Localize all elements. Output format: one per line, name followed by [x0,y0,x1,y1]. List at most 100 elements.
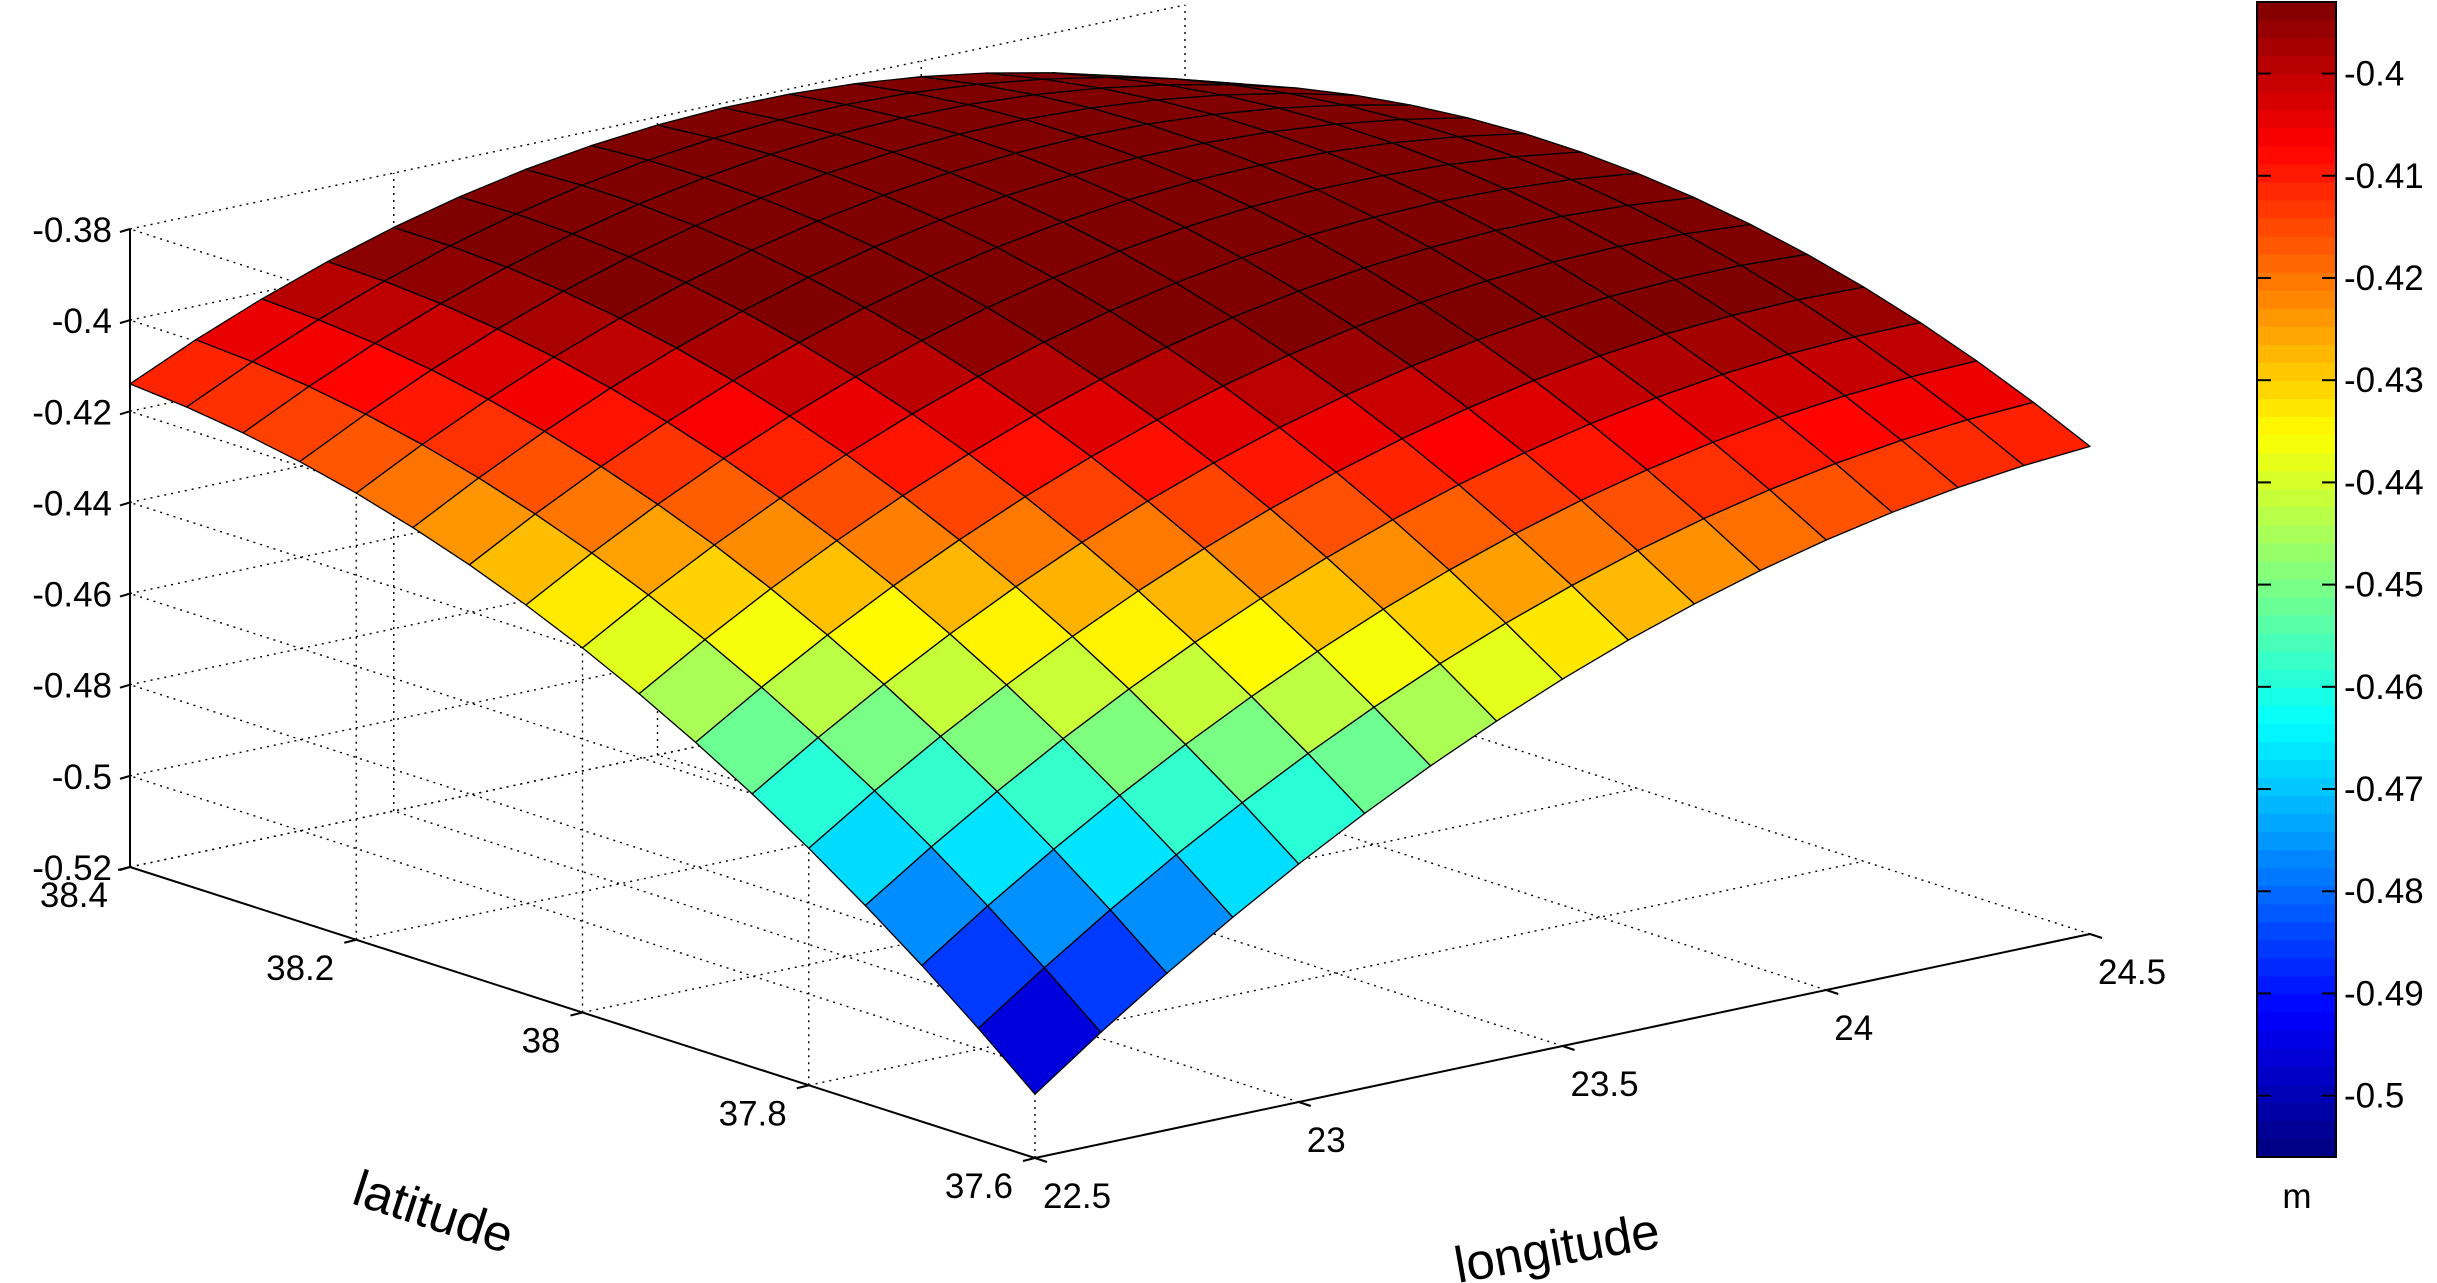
longitude-tick-mark [1298,1101,1312,1107]
latitude-tick-label: 38.4 [40,876,108,915]
colorbar-swatch [2257,579,2336,599]
colorbar-tick-label: -0.43 [2344,361,2424,400]
grid-line [808,860,1864,1086]
latitude-tick-mark [1022,1157,1036,1162]
colorbar-swatch [2257,110,2336,129]
z-tick-label: -0.48 [32,667,112,706]
surface-patch [1966,401,2091,467]
grid-line [129,592,1036,886]
colorbar-tick-label: -0.41 [2344,157,2424,196]
colorbar-swatch [2257,128,2336,147]
grid-line [129,684,1036,977]
longitude-tick-label: 22.5 [1043,1177,1111,1216]
colorbar-swatch [2257,326,2336,346]
colorbar-swatch [2257,2,2336,21]
colorbar-swatch [2257,218,2336,238]
colorbar-swatch [2257,453,2336,472]
grid-line [129,642,1186,868]
longitude-tick-label: 23 [1307,1121,1346,1160]
z-tick-label: -0.38 [32,211,112,250]
colorbar-swatch [2257,778,2336,797]
z-tick-mark [119,501,131,507]
colorbar-swatch [2257,1066,2336,1086]
grid-line [129,228,1036,521]
colorbar-swatch [2257,236,2336,256]
colorbar-swatch [2257,543,2336,563]
colorbar-swatch [2257,56,2336,75]
latitude-tick-mark [344,938,357,944]
colorbar-tick-label: -0.4 [2344,55,2404,94]
latitude-tick-label: 38 [522,1022,561,1061]
z-tick-mark [119,319,131,325]
longitude-tick-mark [1562,1045,1575,1051]
colorbar-swatch [2257,958,2336,978]
colorbar-swatch [2257,597,2336,617]
colorbar-swatch [2257,254,2336,274]
grid-line [129,775,1036,1068]
longitude-tick-label: 24.5 [2098,953,2166,992]
colorbar-swatch [2257,940,2336,960]
z-tick-mark [119,774,131,780]
grid-line [129,410,1036,703]
colorbar-swatch [2257,1012,2336,1032]
latitude-tick-mark [570,1011,583,1017]
longitude-tick-label: 24 [1834,1009,1873,1048]
axes-box: -0.52 -0.5 -0.48 -0.46 -0.44 -0.42 -0.4 -0.38 3… [32,4,2166,1216]
surface-mesh [129,72,2091,1095]
colorbar-swatch [2257,489,2336,508]
colorbar-swatch [2257,200,2336,220]
latitude-tick-label: 37.8 [719,1094,787,1133]
colorbar-unit-label: m [2282,1177,2311,1216]
colorbar-tick-label: -0.45 [2344,566,2424,605]
colorbar-swatch [2257,20,2336,39]
longitude-tick-mark [2089,933,2103,939]
colorbar-swatch [2257,471,2336,490]
colorbar-swatch [2257,723,2336,743]
longitude-tick-mark [1034,1157,1048,1163]
latitude-tick-mark [117,866,131,871]
z-tick-label: -0.46 [32,576,112,615]
colorbar-swatch [2257,146,2336,166]
colorbar-swatch [2257,525,2336,545]
colorbar-swatch [2257,417,2336,436]
colorbar-swatch [2257,182,2336,202]
colorbar-swatch [2257,1102,2336,1122]
colorbar-swatch [2257,1120,2336,1140]
colorbar: -0.5 -0.49 -0.48 -0.47 -0.46 -0.45 -0.44 -0.43 -… [2256,1,2424,1216]
colorbar-swatch [2257,561,2336,581]
colorbar-tick-label: -0.44 [2344,463,2424,502]
colorbar-swatch [2257,687,2336,707]
colorbar-swatches [2257,2,2336,1158]
colorbar-swatch [2257,759,2336,779]
colorbar-swatch [2257,651,2336,671]
colorbar-swatch [2257,922,2336,942]
grid-line [129,501,1036,795]
z-tick-mark [119,410,131,416]
colorbar-swatch [2257,272,2336,292]
colorbar-swatch [2257,994,2336,1014]
latitude-tick-label: 37.6 [945,1167,1013,1206]
colorbar-tick-label: -0.49 [2344,974,2424,1013]
colorbar-swatch [2257,344,2336,364]
colorbar-swatch [2257,796,2336,815]
colorbar-swatch [2257,705,2336,725]
colorbar-tick-label: -0.46 [2344,668,2424,707]
colorbar-swatch [2257,74,2336,93]
colorbar-tick-label: -0.5 [2344,1077,2404,1116]
z-tick-mark [119,592,131,598]
colorbar-swatch [2257,1030,2336,1050]
z-tick-label: -0.52 [32,849,112,888]
colorbar-tick-label: -0.47 [2344,770,2424,809]
colorbar-swatch [2257,1138,2336,1158]
z-tick-mark [119,228,131,233]
colorbar-swatch [2257,633,2336,653]
colorbar-swatch [2257,615,2336,635]
latitude-tick-label: 38.2 [266,949,334,988]
colorbar-swatch [2257,38,2336,57]
colorbar-swatch [2257,308,2336,328]
colorbar-swatch [2257,976,2336,996]
colorbar-ticks: -0.5 -0.49 -0.48 -0.47 -0.46 -0.45 -0.44 -0.43 -… [2257,55,2424,1116]
colorbar-swatch [2257,507,2336,526]
longitude-tick-mark [1825,989,1839,995]
